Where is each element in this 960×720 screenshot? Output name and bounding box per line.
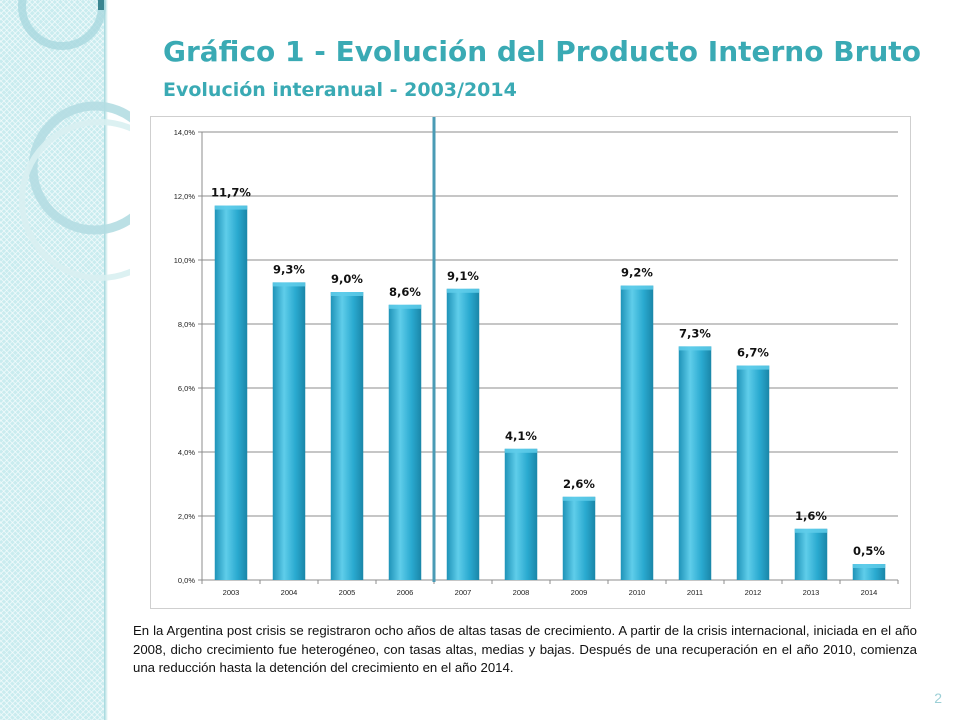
- bar-top-highlight: [794, 528, 828, 533]
- y-tick-label: 6,0%: [178, 384, 195, 393]
- bar-top-highlight: [678, 346, 712, 351]
- decorative-circles: [18, 0, 130, 281]
- description-paragraph: En la Argentina post crisis se registrar…: [133, 623, 917, 675]
- x-tick-label: 2005: [339, 588, 356, 597]
- data-label: 9,1%: [447, 269, 479, 283]
- data-label: 6,7%: [737, 346, 769, 360]
- bar: [214, 205, 248, 580]
- bar: [504, 448, 538, 580]
- bar-top-highlight: [562, 496, 596, 501]
- x-tick-label: 2003: [223, 588, 240, 597]
- bar-top-highlight: [272, 282, 306, 287]
- x-tick-label: 2013: [803, 588, 820, 597]
- bar-top-highlight: [620, 285, 654, 290]
- x-tick-label: 2008: [513, 588, 530, 597]
- x-tick-label: 2010: [629, 588, 646, 597]
- data-label: 8,6%: [389, 285, 421, 299]
- bar: [794, 528, 828, 580]
- x-tick-label: 2006: [397, 588, 414, 597]
- data-label: 1,6%: [795, 509, 827, 523]
- bar-top-highlight: [736, 365, 770, 370]
- bar: [446, 288, 480, 580]
- bar-top-highlight: [330, 292, 364, 296]
- y-tick-label: 14,0%: [174, 128, 196, 137]
- x-tick-label: 2004: [281, 588, 298, 597]
- bar: [736, 365, 770, 580]
- bar: [678, 346, 712, 580]
- y-tick-label: 4,0%: [178, 448, 195, 457]
- data-label: 11,7%: [211, 186, 251, 200]
- bar: [620, 285, 654, 580]
- x-tick-label: 2007: [455, 588, 472, 597]
- slide-subtitle: Evolución interanual - 2003/2014: [163, 79, 517, 101]
- data-label: 0,5%: [853, 544, 885, 558]
- bar-top-highlight: [446, 288, 480, 293]
- x-tick-label: 2012: [745, 588, 762, 597]
- y-tick-label: 8,0%: [178, 320, 195, 329]
- data-label: 9,3%: [273, 262, 305, 276]
- bar: [330, 292, 364, 580]
- slide-title: Gráfico 1 - Evolución del Producto Inter…: [163, 35, 921, 68]
- x-tick-label: 2011: [687, 588, 703, 597]
- x-tick-label: 2009: [571, 588, 588, 597]
- bar-top-highlight: [214, 205, 248, 210]
- y-tick-label: 10,0%: [174, 256, 196, 265]
- bar-chart: 0,0% 2,0% 4,0% 6,0% 8,0% 10,0% 12,0% 14,0% 2003 2…: [174, 117, 899, 597]
- data-label: 7,3%: [679, 326, 711, 340]
- page-number: 2: [934, 690, 942, 706]
- y-tick-label: 2,0%: [178, 512, 195, 521]
- y-tick-label: 0,0%: [178, 576, 195, 585]
- bar: [272, 282, 306, 580]
- data-label: 9,0%: [331, 272, 363, 286]
- data-label: 2,6%: [563, 477, 595, 491]
- data-label: 4,1%: [505, 429, 537, 443]
- bar-top-highlight: [852, 564, 886, 568]
- y-tick-label: 12,0%: [174, 192, 196, 201]
- data-label: 9,2%: [621, 266, 653, 280]
- x-tick-label: 2014: [861, 588, 878, 597]
- side-band-edge: [104, 0, 108, 720]
- chart-container: 0,0% 2,0% 4,0% 6,0% 8,0% 10,0% 12,0% 14,0% 2003 2…: [150, 116, 911, 609]
- bar-top-highlight: [388, 304, 422, 309]
- bar-top-highlight: [504, 448, 538, 453]
- bar: [562, 496, 596, 580]
- bar: [388, 304, 422, 580]
